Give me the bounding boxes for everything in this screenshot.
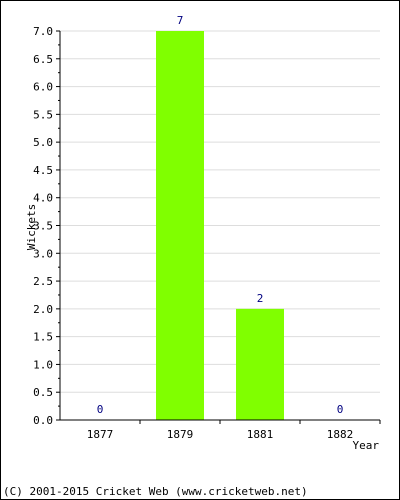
y-tick-label: 4.0 xyxy=(33,192,53,205)
x-tick-label: 1877 xyxy=(87,428,114,441)
y-axis-title: Wickets xyxy=(25,204,38,250)
bar-1879 xyxy=(156,31,204,420)
y-tick-label: 6.0 xyxy=(33,81,53,94)
x-axis-title: Year xyxy=(353,439,380,452)
data-label-1877: 0 xyxy=(97,403,104,416)
y-tick-label: 3.5 xyxy=(33,220,53,233)
data-labels: 0 7 2 0 xyxy=(97,14,344,416)
y-tick-labels: 0.0 0.5 1.0 1.5 2.0 2.5 3.0 3.5 4.0 4.5 5.0 5.5 6.0 6… xyxy=(33,25,53,427)
axes xyxy=(56,30,381,424)
data-label-1879: 7 xyxy=(177,14,184,27)
y-tick-label: 5.0 xyxy=(33,136,53,149)
y-tick-label: 0.0 xyxy=(33,414,53,427)
data-label-1882: 0 xyxy=(337,403,344,416)
y-tick-label: 6.5 xyxy=(33,53,53,66)
y-tick-label: 3.0 xyxy=(33,247,53,260)
y-tick-label: 1.0 xyxy=(33,358,53,371)
y-tick-label: 7.0 xyxy=(33,25,53,38)
x-tick-label: 1882 xyxy=(327,428,354,441)
bar-1881 xyxy=(236,308,284,420)
y-tick-label: 1.5 xyxy=(33,331,53,344)
copyright-footer: (C) 2001-2015 Cricket Web (www.cricketwe… xyxy=(3,485,308,498)
y-tick-label: 2.0 xyxy=(33,303,53,316)
x-tick-labels: 1877 1879 1881 1882 xyxy=(87,428,354,441)
x-tick-label: 1881 xyxy=(247,428,274,441)
y-tick-label: 0.5 xyxy=(33,386,53,399)
y-tick-label: 5.5 xyxy=(33,108,53,121)
data-label-1881: 2 xyxy=(257,292,264,305)
grid-lines xyxy=(60,30,380,393)
y-tick-label: 2.5 xyxy=(33,275,53,288)
bars xyxy=(156,31,284,420)
y-tick-label: 4.5 xyxy=(33,164,53,177)
x-tick-label: 1879 xyxy=(167,428,194,441)
